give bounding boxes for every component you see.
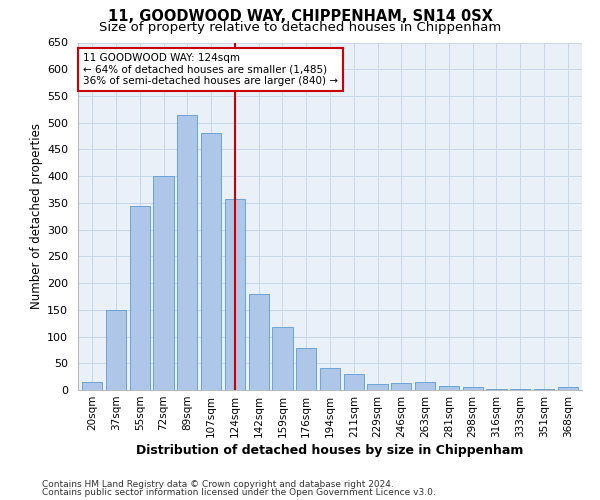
Bar — [225, 199, 245, 390]
Bar — [248, 294, 269, 390]
X-axis label: Distribution of detached houses by size in Chippenham: Distribution of detached houses by size … — [136, 444, 524, 457]
Bar — [272, 328, 293, 390]
Text: 11, GOODWOOD WAY, CHIPPENHAM, SN14 0SX: 11, GOODWOOD WAY, CHIPPENHAM, SN14 0SX — [107, 9, 493, 24]
Bar — [154, 176, 173, 390]
Text: Size of property relative to detached houses in Chippenham: Size of property relative to detached ho… — [99, 21, 501, 34]
Text: Contains public sector information licensed under the Open Government Licence v3: Contains public sector information licen… — [42, 488, 436, 497]
Bar — [130, 206, 150, 390]
Bar — [201, 134, 221, 390]
Bar — [296, 348, 316, 390]
Bar — [391, 382, 412, 390]
Bar — [344, 374, 364, 390]
Bar — [463, 388, 483, 390]
Bar — [487, 389, 506, 390]
Bar — [177, 114, 197, 390]
Bar — [439, 386, 459, 390]
Bar — [106, 310, 126, 390]
Bar — [367, 384, 388, 390]
Bar — [415, 382, 435, 390]
Text: 11 GOODWOOD WAY: 124sqm
← 64% of detached houses are smaller (1,485)
36% of semi: 11 GOODWOOD WAY: 124sqm ← 64% of detache… — [83, 53, 338, 86]
Y-axis label: Number of detached properties: Number of detached properties — [30, 123, 43, 309]
Bar — [82, 382, 103, 390]
Bar — [320, 368, 340, 390]
Text: Contains HM Land Registry data © Crown copyright and database right 2024.: Contains HM Land Registry data © Crown c… — [42, 480, 394, 489]
Bar — [557, 388, 578, 390]
